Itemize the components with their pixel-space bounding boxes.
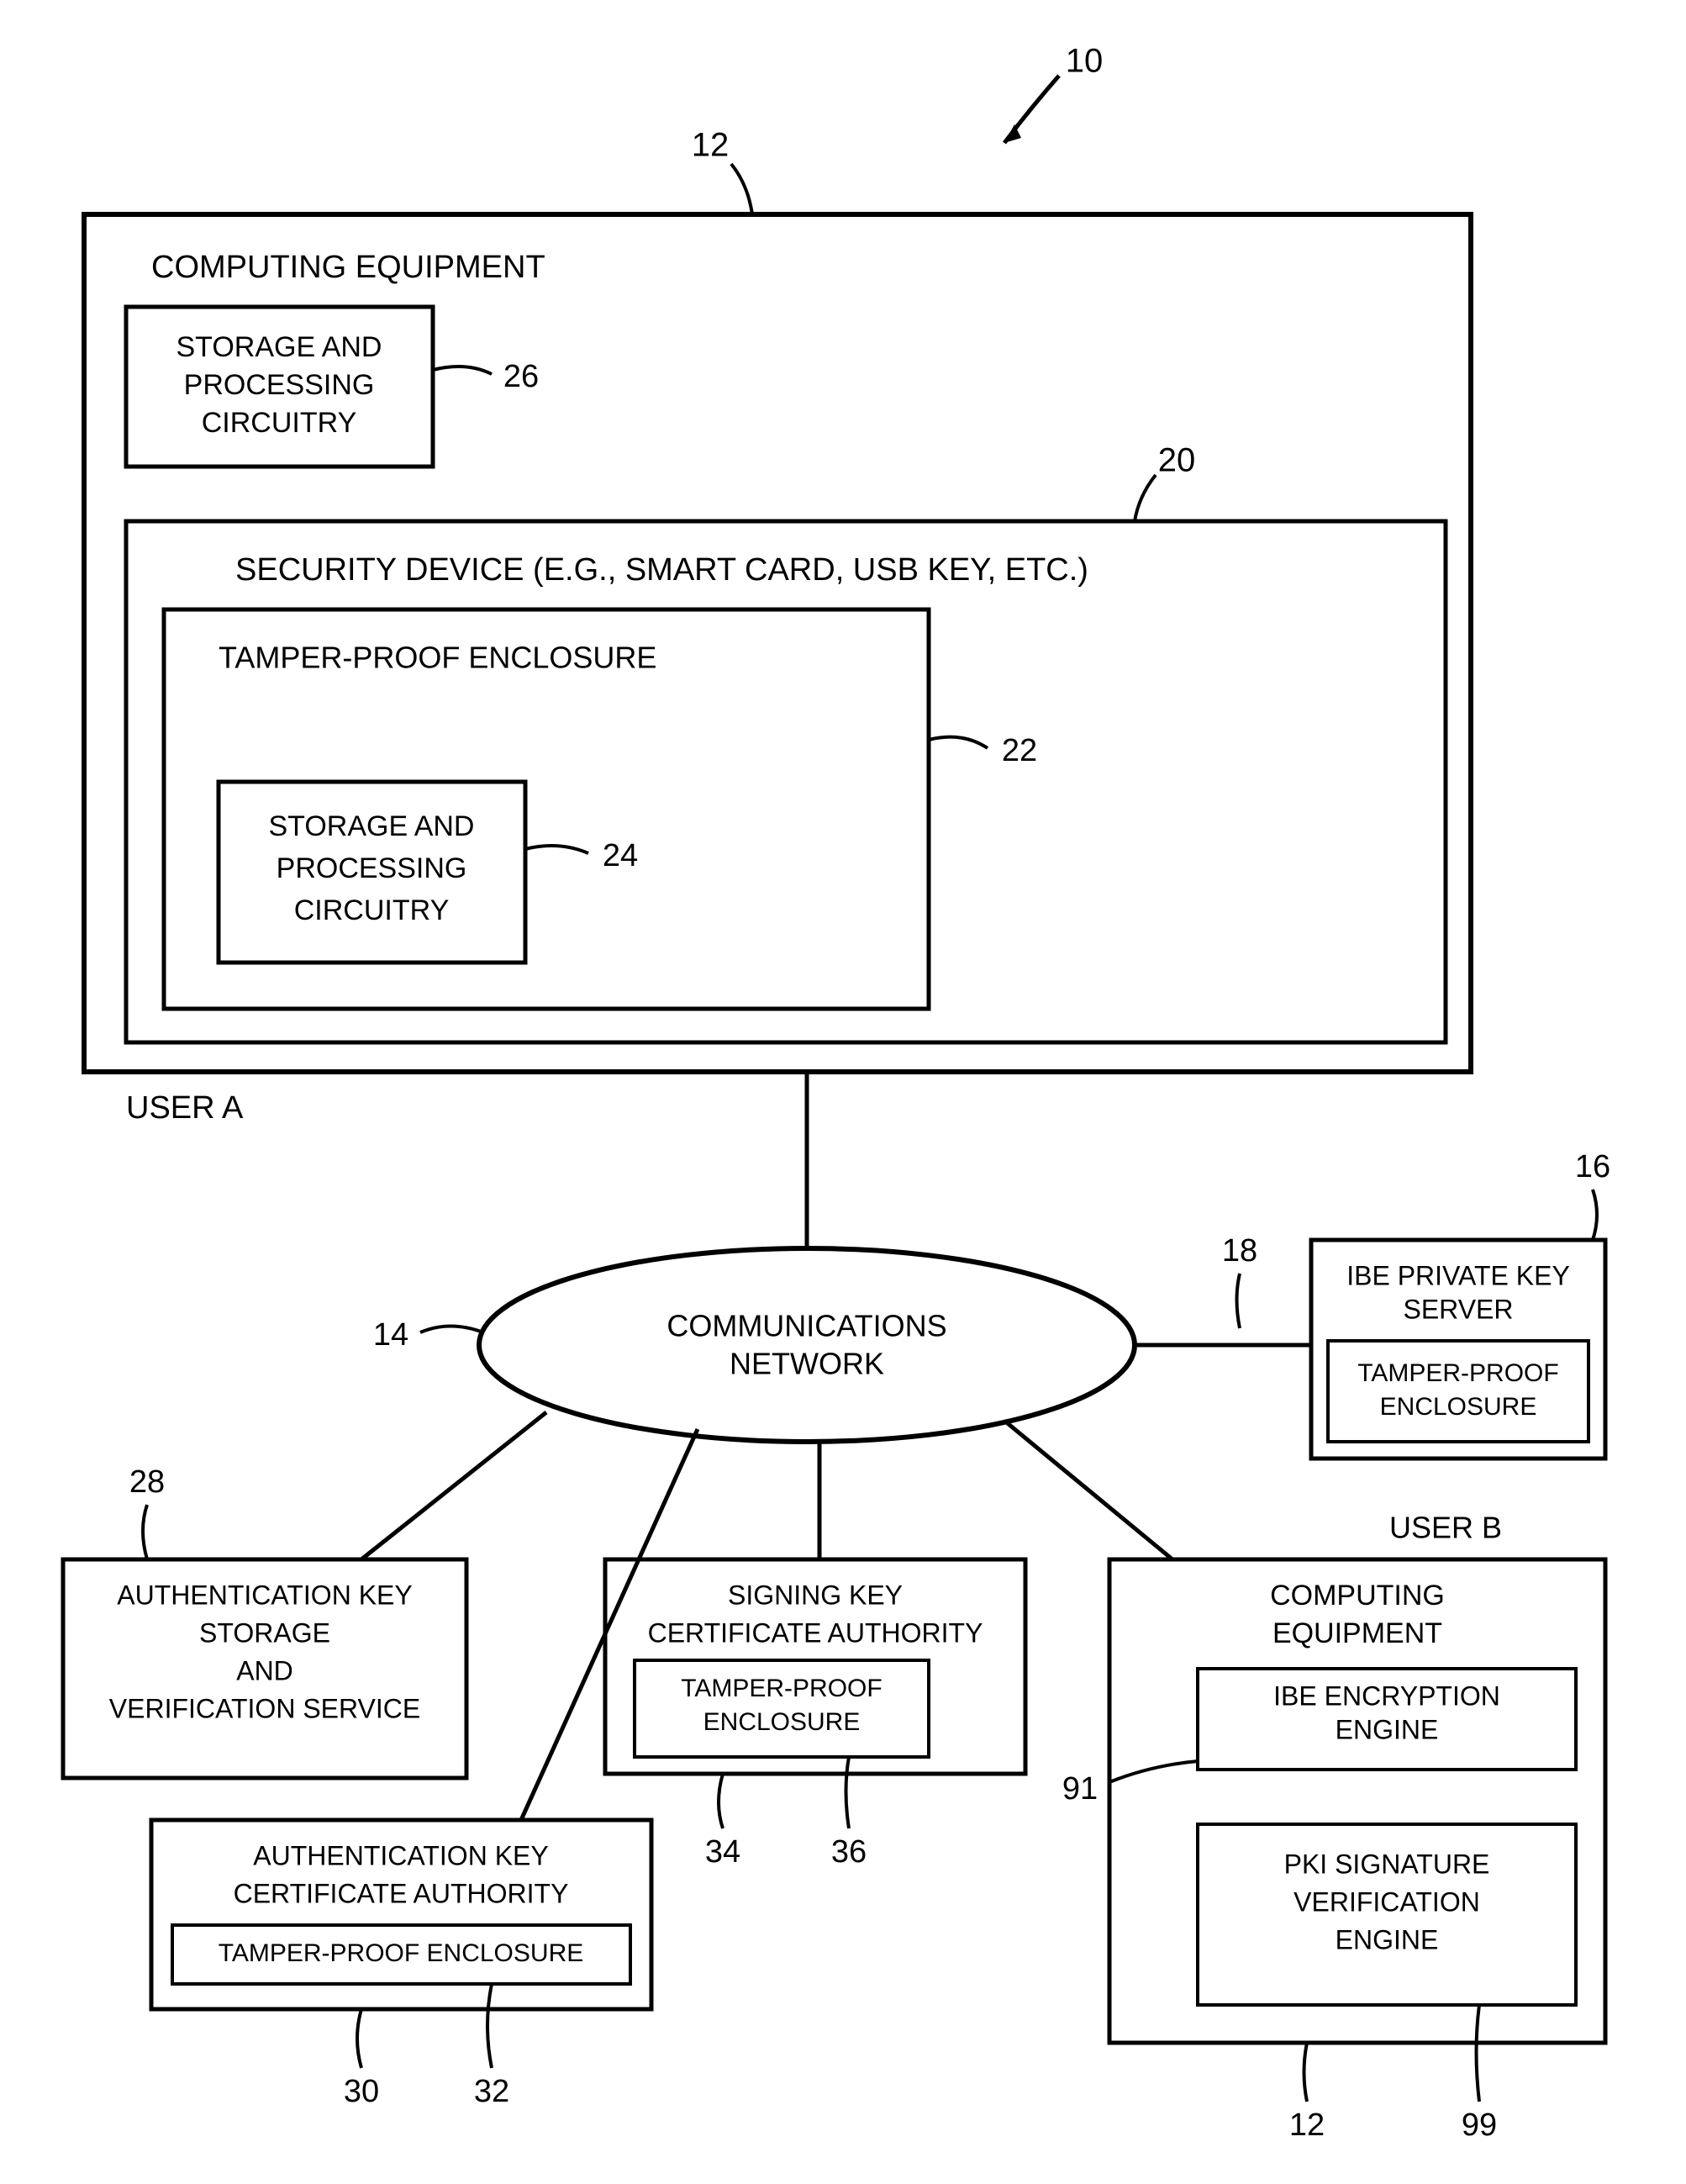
ref-32-text: 32 xyxy=(474,2074,509,2109)
ref-28-text: 28 xyxy=(129,1464,165,1500)
communications-network: COMMUNICATIONS NETWORK xyxy=(479,1248,1135,1442)
ref-34: 34 xyxy=(705,1774,740,1870)
link-network-userb xyxy=(1004,1421,1172,1559)
ref-16: 16 xyxy=(1575,1149,1610,1240)
ref-26-text: 26 xyxy=(503,359,539,394)
sp26-l1: STORAGE AND xyxy=(177,331,382,363)
computing-equipment-user-a: COMPUTING EQUIPMENT STORAGE AND PROCESSI… xyxy=(84,214,1471,1072)
ref-18: 18 xyxy=(1222,1233,1257,1328)
ref-91-text: 91 xyxy=(1062,1771,1098,1807)
security-device: SECURITY DEVICE (E.G., SMART CARD, USB K… xyxy=(126,521,1446,1042)
ibee-l2: ENGINE xyxy=(1336,1714,1439,1744)
storage-processing-24: STORAGE AND PROCESSING CIRCUITRY xyxy=(219,782,525,963)
pki-signature-verification-engine: PKI SIGNATURE VERIFICATION ENGINE xyxy=(1198,1824,1576,2005)
network-l1: COMMUNICATIONS xyxy=(666,1309,946,1343)
aksv-l4: VERIFICATION SERVICE xyxy=(109,1693,420,1723)
auth-key-storage-verification: AUTHENTICATION KEY STORAGE AND VERIFICAT… xyxy=(63,1559,466,1778)
ref-12-top-text: 12 xyxy=(692,127,730,164)
ibee-l1: IBE ENCRYPTION xyxy=(1273,1680,1500,1711)
security-device-title: SECURITY DEVICE (E.G., SMART CARD, USB K… xyxy=(235,552,1088,588)
network-l2: NETWORK xyxy=(730,1347,884,1381)
sp26-l2: PROCESSING xyxy=(184,369,375,401)
ref-16-text: 16 xyxy=(1575,1149,1610,1184)
ref-28: 28 xyxy=(129,1464,165,1559)
tpe-title: TAMPER-PROOF ENCLOSURE xyxy=(219,641,656,675)
skca-tpe-l2: ENCLOSURE xyxy=(703,1708,861,1736)
ceb-l2: EQUIPMENT xyxy=(1272,1617,1442,1649)
ref-14: 14 xyxy=(373,1317,483,1353)
akca-l1: AUTHENTICATION KEY xyxy=(253,1840,548,1870)
sp24-l3: CIRCUITRY xyxy=(294,894,450,926)
ref-10: 10 xyxy=(1066,43,1104,80)
ref-30: 30 xyxy=(344,2009,379,2109)
pkisv-l1: PKI SIGNATURE xyxy=(1284,1849,1490,1879)
computing-equipment-title: COMPUTING EQUIPMENT xyxy=(151,250,545,285)
sp24-l2: PROCESSING xyxy=(277,852,467,884)
ibe-tpe-l2: ENCLOSURE xyxy=(1380,1393,1537,1421)
link-network-aksv xyxy=(361,1412,546,1559)
ibe-tpe-l1: TAMPER-PROOF xyxy=(1357,1359,1558,1387)
aksv-l1: AUTHENTICATION KEY xyxy=(117,1580,412,1610)
signing-key-ca: SIGNING KEY CERTIFICATE AUTHORITY TAMPER… xyxy=(605,1559,1025,1774)
ref-18-text: 18 xyxy=(1222,1233,1257,1269)
ibe-srv-l2: SERVER xyxy=(1403,1294,1513,1324)
diagram-root: 10 12 COMPUTING EQUIPMENT STORAGE AND PR… xyxy=(0,0,1686,2184)
ref-36-text: 36 xyxy=(831,1834,867,1870)
user-b-label: USER B xyxy=(1389,1511,1502,1545)
akca-l2: CERTIFICATE AUTHORITY xyxy=(234,1878,569,1908)
sp24-l1: STORAGE AND xyxy=(269,810,475,842)
pkisv-l2: VERIFICATION xyxy=(1293,1886,1480,1917)
tamper-proof-enclosure-22: TAMPER-PROOF ENCLOSURE STORAGE AND PROCE… xyxy=(164,609,929,1009)
aksv-l2: STORAGE xyxy=(199,1617,330,1648)
storage-processing-26: STORAGE AND PROCESSING CIRCUITRY xyxy=(126,307,433,467)
ref-14-text: 14 xyxy=(373,1317,408,1353)
ceb-l1: COMPUTING xyxy=(1270,1580,1445,1612)
ibe-srv-l1: IBE PRIVATE KEY xyxy=(1346,1260,1570,1290)
ibe-encryption-engine: IBE ENCRYPTION ENGINE xyxy=(1198,1669,1576,1770)
ref-12-bot: 12 xyxy=(1289,2043,1325,2143)
skca-tpe-l1: TAMPER-PROOF xyxy=(681,1675,882,1702)
ref-10-arrow: 10 xyxy=(1004,43,1103,143)
ref-22-text: 22 xyxy=(1002,733,1037,768)
ref-24-text: 24 xyxy=(603,838,638,873)
ref-99-text: 99 xyxy=(1462,2108,1497,2143)
ref-12-bot-text: 12 xyxy=(1289,2108,1325,2143)
akca-tpe: TAMPER-PROOF ENCLOSURE xyxy=(219,1939,584,1967)
ref-12-top: 12 xyxy=(692,127,752,214)
aksv-l3: AND xyxy=(236,1655,293,1685)
user-a-label: USER A xyxy=(126,1090,244,1126)
ibe-private-key-server: IBE PRIVATE KEY SERVER TAMPER-PROOF ENCL… xyxy=(1311,1240,1605,1459)
auth-key-ca: AUTHENTICATION KEY CERTIFICATE AUTHORITY… xyxy=(151,1820,651,2009)
ref-30-text: 30 xyxy=(344,2074,379,2109)
ref-34-text: 34 xyxy=(705,1834,740,1870)
skca-l2: CERTIFICATE AUTHORITY xyxy=(648,1617,983,1648)
skca-l1: SIGNING KEY xyxy=(728,1580,903,1610)
pkisv-l3: ENGINE xyxy=(1336,1924,1439,1955)
sp26-l3: CIRCUITRY xyxy=(202,407,357,439)
computing-equipment-user-b: COMPUTING EQUIPMENT IBE ENCRYPTION ENGIN… xyxy=(1109,1559,1605,2043)
ref-20-text: 20 xyxy=(1158,442,1196,479)
